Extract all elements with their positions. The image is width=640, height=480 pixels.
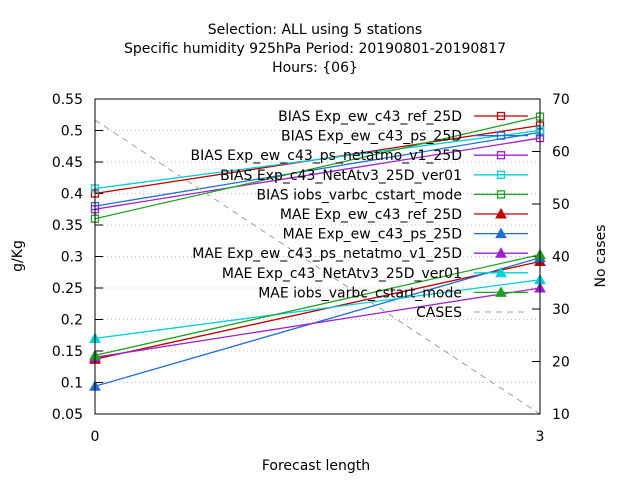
y-tick-label: 0.25 — [52, 281, 83, 297]
y2-tick-label: 10 — [552, 407, 570, 423]
legend-label: BIAS iobs_varbc_cstart_mode — [257, 187, 463, 203]
series-line — [94, 137, 541, 210]
y2-tick-label: 70 — [552, 92, 570, 108]
y-tick-label: 0.1 — [61, 376, 83, 392]
y-tick-label: 0.5 — [61, 124, 83, 140]
legend-swatch-marker — [495, 227, 507, 239]
legend-label: BIAS Exp_ew_c43_ref_25D — [278, 109, 462, 125]
y-tick-label: 0.2 — [61, 313, 83, 329]
series-line — [94, 131, 541, 207]
y-tick-label: 0.35 — [52, 218, 83, 234]
series-line — [94, 129, 541, 190]
legend-label: MAE Exp_c43_NetAtv3_25D_ver01 — [222, 266, 462, 282]
y-tick-label: 0.55 — [52, 92, 83, 108]
y2-tick-label: 20 — [552, 355, 570, 371]
legend-label: MAE iobs_varbc_cstart_mode — [258, 285, 462, 301]
x-axis-label: Forecast length — [262, 458, 370, 474]
plot-frame — [94, 98, 541, 415]
chart-title-line-2: Specific humidity 925hPa Period: 2019080… — [124, 41, 506, 57]
y2-tick-label: 30 — [552, 302, 570, 318]
y-tick-label: 0.4 — [61, 187, 83, 203]
y-axis-label: g/Kg — [10, 240, 26, 272]
series-line — [94, 279, 541, 340]
legend-swatch-marker — [495, 266, 507, 278]
y2-tick-label: 40 — [552, 250, 570, 266]
legend-swatch-marker — [495, 286, 507, 297]
series-line — [94, 119, 541, 415]
series-line — [94, 116, 541, 220]
legend-label: MAE Exp_ew_c43_ps_25D — [283, 227, 462, 243]
y-tick-label: 0.45 — [52, 155, 83, 171]
legend-swatch-marker — [495, 207, 507, 219]
chart-title-line-1: Selection: ALL using 5 stations — [208, 22, 422, 38]
y2-tick-label: 60 — [552, 145, 570, 161]
y2-tick-label: 50 — [552, 197, 570, 213]
legend-label: MAE Exp_ew_c43_ref_25D — [280, 207, 462, 223]
legend-label: MAE Exp_ew_c43_ps_netatmo_v1_25D — [192, 246, 462, 262]
legend-swatch-marker — [496, 170, 506, 179]
legend-swatch-marker — [496, 111, 506, 121]
chart-title-line-3: Hours: {06} — [272, 60, 358, 76]
y-tick-label: 0.05 — [52, 407, 83, 423]
y-tick-label: 0.3 — [61, 250, 83, 266]
series-line — [94, 253, 541, 357]
legend-swatch-marker — [496, 131, 506, 140]
y-tick-label: 0.15 — [52, 344, 83, 360]
y2-axis-label: No cases — [593, 225, 609, 288]
legend-swatch-marker — [495, 247, 507, 258]
legend-swatch-marker — [496, 151, 506, 160]
legend-label: BIAS Exp_c43_NetAtv3_25D_ver01 — [220, 168, 462, 184]
legend-label: BIAS Exp_ew_c43_ps_netatmo_v1_25D — [191, 148, 462, 164]
legend-swatch-marker — [496, 190, 506, 199]
x-tick-label: 0 — [91, 429, 100, 445]
series-line — [94, 260, 541, 360]
x-tick-label: 3 — [536, 429, 545, 445]
legend-label: BIAS Exp_ew_c43_ps_25D — [281, 129, 462, 145]
legend-label: CASES — [416, 305, 462, 321]
chart-title: Selection: ALL using 5 stations Specific… — [124, 22, 506, 76]
legend: BIAS Exp_ew_c43_ref_25D BIAS Exp_ew_c43_p… — [191, 109, 528, 321]
axis-ticks: 0.05 0.1 0.15 0.2 0.25 0.3 0.35 0.4 0.45 0.5 0.55 1… — [52, 92, 570, 445]
series-lines — [89, 112, 546, 415]
series-line — [94, 287, 541, 358]
